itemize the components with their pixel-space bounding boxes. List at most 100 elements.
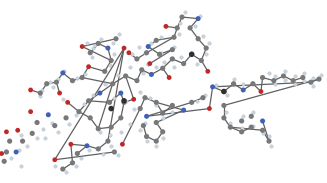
Point (100, 152, 106, 155)
Point (204, 53, 209, 56)
Point (302, 71, 307, 74)
Point (139, 68, 144, 71)
Point (65, 101, 70, 104)
Point (197, 14, 202, 17)
Point (241, 89, 246, 92)
Point (241, 115, 246, 118)
Point (260, 132, 265, 135)
Point (78, 157, 83, 160)
Point (154, 65, 159, 68)
Point (310, 85, 315, 88)
Point (51, 85, 56, 88)
Point (144, 140, 149, 143)
Point (112, 96, 117, 99)
Point (118, 116, 123, 119)
Point (267, 71, 272, 74)
Point (207, 42, 212, 45)
Point (86, 99, 91, 102)
Point (171, 45, 177, 48)
Point (60, 98, 65, 101)
Point (70, 79, 75, 82)
Point (43, 137, 48, 139)
Point (181, 109, 186, 112)
Point (170, 57, 175, 60)
Point (13, 151, 19, 154)
Point (112, 151, 117, 154)
Point (117, 33, 122, 36)
Point (239, 119, 244, 122)
Point (147, 62, 152, 65)
Point (75, 76, 80, 79)
Point (109, 59, 114, 62)
Point (102, 83, 107, 86)
Point (109, 144, 114, 147)
Point (160, 67, 165, 70)
Point (154, 39, 159, 42)
Point (310, 76, 315, 79)
Point (175, 27, 180, 29)
Point (38, 95, 43, 98)
Point (97, 92, 102, 94)
Point (291, 79, 296, 82)
Point (250, 110, 255, 113)
Point (49, 121, 54, 124)
Point (91, 47, 96, 50)
Point (194, 99, 199, 102)
Point (57, 92, 62, 94)
Point (115, 74, 120, 76)
Point (20, 140, 25, 143)
Point (160, 130, 165, 133)
Point (141, 124, 146, 127)
Point (144, 51, 149, 54)
Point (249, 115, 254, 118)
Point (268, 144, 273, 147)
Point (68, 143, 74, 146)
Point (250, 124, 255, 127)
Point (200, 96, 206, 99)
Point (154, 104, 159, 107)
Point (239, 130, 244, 133)
Point (281, 74, 286, 77)
Point (138, 107, 143, 110)
Point (99, 37, 104, 40)
Point (52, 158, 57, 161)
Point (221, 104, 227, 107)
Point (318, 74, 323, 76)
Point (221, 90, 227, 93)
Point (157, 53, 162, 56)
Point (91, 93, 96, 96)
Point (115, 154, 120, 156)
Point (134, 57, 140, 60)
Point (189, 53, 194, 56)
Point (97, 130, 102, 133)
Point (107, 64, 112, 67)
Point (210, 85, 215, 88)
Point (159, 36, 164, 39)
Point (79, 76, 85, 79)
Point (2, 160, 7, 163)
Point (260, 76, 265, 79)
Point (39, 89, 44, 92)
Point (142, 51, 147, 54)
Point (160, 112, 165, 115)
Point (146, 62, 151, 65)
Point (149, 73, 154, 76)
Point (138, 90, 143, 93)
Point (199, 59, 204, 62)
Point (28, 89, 33, 92)
Point (107, 101, 112, 104)
Point (258, 90, 264, 93)
Point (60, 71, 65, 74)
Point (170, 48, 175, 51)
Point (38, 92, 43, 94)
Point (149, 42, 154, 45)
Point (170, 110, 175, 113)
Point (154, 121, 159, 124)
Point (163, 25, 168, 28)
Point (54, 81, 59, 84)
Point (86, 65, 91, 68)
Point (63, 116, 69, 119)
Point (205, 70, 210, 73)
Point (46, 113, 51, 116)
Point (316, 78, 321, 81)
